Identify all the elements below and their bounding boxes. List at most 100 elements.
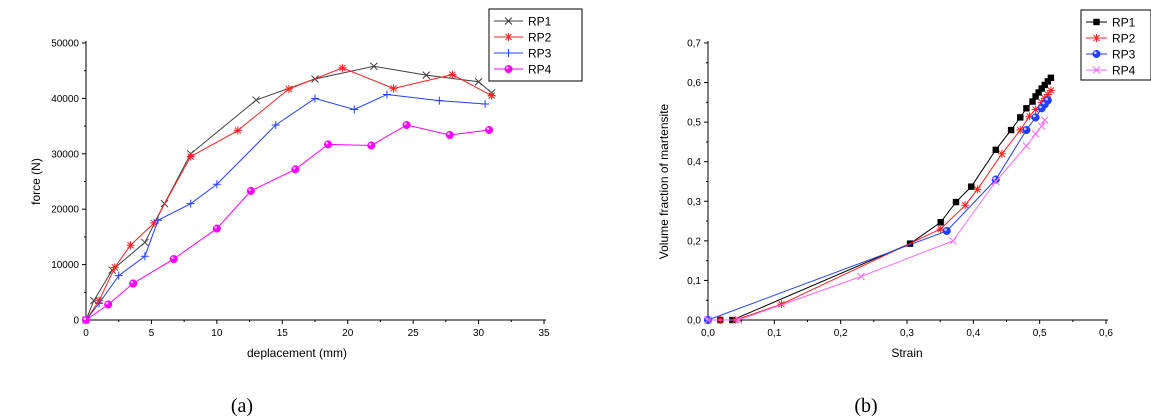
legend-label-rp3: RP3 [1112,48,1136,62]
data-point-rp4-highlight [486,127,490,130]
data-point-rp3 [271,120,280,129]
y-tick-label: 0,1 [687,276,701,287]
legend-marker-rp1 [504,17,513,25]
y-tick-label: 20000 [51,205,79,216]
series-line-rp3 [85,94,486,321]
legend-label-rp4: RP4 [528,63,552,77]
data-point-rp4 [1022,142,1031,150]
y-tick-label: 0,5 [687,118,701,129]
data-point-rp4-highlight [130,280,134,284]
data-point-rp1 [952,198,960,206]
data-point-rp4-highlight [105,301,109,305]
data-point-rp4-highlight [368,142,372,146]
data-point-rp3 [114,271,123,280]
data-point-rp2 [487,91,496,100]
data-point-rp2 [110,263,119,272]
y-tick-label: 0,2 [687,236,701,247]
data-point-rp3 [481,99,490,108]
data-point-rp1 [1041,81,1048,89]
series-line-rp2 [708,90,1052,321]
data-point-rp4 [949,237,957,245]
series-line-rp4 [85,124,490,321]
legend-marker-rp3 [1092,49,1101,59]
x-tick-label: 0,5 [1033,328,1047,339]
data-point-rp1 [937,219,944,226]
x-axis-label: Strain [891,346,922,360]
data-point-rp3-highlight [1033,114,1036,118]
series-line-rp2 [85,67,492,321]
legend-marker-rp2 [504,33,513,41]
data-point-rp4 [704,316,712,324]
legend: RP1 RP2 RP3 RP4 [1080,9,1151,81]
data-point-rp1 [1035,89,1042,96]
x-tick-label: 15 [277,328,289,339]
series-line-rp1 [708,77,1052,321]
data-point-rp2 [338,63,347,72]
data-point-rp3 [186,199,195,208]
legend-label-rp1: RP1 [1112,16,1136,30]
y-axis-label: force (N) [29,158,43,205]
data-point-rp3 [1031,113,1040,122]
data-point-rp1 [474,77,483,86]
series-rp3 [82,90,490,324]
data-point-rp4 [991,177,1000,186]
data-point-rp2 [186,152,195,161]
data-point-rp4 [402,120,411,130]
data-point-rp4 [129,279,138,288]
legend-marker-rp4 [504,64,513,74]
data-point-rp3-highlight [1045,97,1048,101]
series-rp1 [82,62,496,324]
chart-panel-b: 0,0 0,1 0,2 0,3 0,4 0,5 0,6 0,0 0,1 0,2 0,3 0,4 0,5 0… [657,9,1151,417]
legend-label-rp4: RP4 [1112,64,1136,78]
legend: RP1 RP2 RP3 RP4 [488,8,583,82]
data-point-rp1 [141,238,149,247]
y-tick-label: 40000 [51,94,79,105]
x-tick-label: 30 [473,328,485,339]
series-rp1 [704,74,1055,324]
legend-label-rp2: RP2 [1112,32,1136,46]
data-point-rp4-highlight [171,256,174,260]
series-line-rp1 [85,65,492,321]
data-point-rp3 [1043,96,1052,105]
data-point-rp4 [324,140,333,149]
legend-marker-rp4-highlight [506,66,509,69]
data-point-rp4 [857,272,865,281]
data-point-rp2 [1025,112,1034,121]
data-point-rp3-highlight [1023,127,1027,131]
y-tick-label: 0,0 [687,316,701,327]
data-point-rp1 [1032,93,1039,100]
y-tick-label: 0,6 [687,78,701,89]
data-point-rp2 [1043,90,1052,99]
data-point-rp4 [246,186,255,195]
legend-label-rp1: RP1 [528,15,552,29]
data-point-rp4 [169,255,178,264]
data-point-rp4 [734,316,743,324]
x-tick-label: 0,6 [1099,328,1113,339]
data-point-rp4-highlight [214,225,217,229]
x-axis-label: deplacement (mm) [247,346,347,360]
chart-panel-a: 0 5 10 15 20 25 30 35 0 10000 20000 30000 40000 50000… [29,8,583,417]
x-tick-label: 35 [538,328,550,339]
y-tick-label: 50000 [51,39,79,50]
data-point-rp4 [484,125,494,135]
series-rp2 [704,86,1055,324]
data-point-rp2 [997,149,1006,158]
data-point-rp1 [252,96,260,104]
data-point-rp4-highlight [325,141,329,145]
data-point-rp2 [936,224,945,233]
data-point-rp2 [150,219,159,228]
data-point-rp4 [291,165,300,174]
data-point-rp3 [95,299,104,308]
data-point-rp3 [435,96,444,105]
x-tick-label: 0,2 [834,328,848,339]
data-point-rp1 [968,183,975,190]
data-point-rp4 [367,141,376,150]
legend-marker-rp1 [1093,18,1100,26]
x-tick-label: 20 [342,328,354,339]
data-point-rp2 [1016,126,1025,135]
series-rp4 [81,120,494,325]
legend-marker-rp2 [1092,34,1101,42]
data-point-rp4-highlight [447,132,450,135]
data-point-rp1 [1017,114,1024,121]
data-point-rp2 [777,300,786,309]
